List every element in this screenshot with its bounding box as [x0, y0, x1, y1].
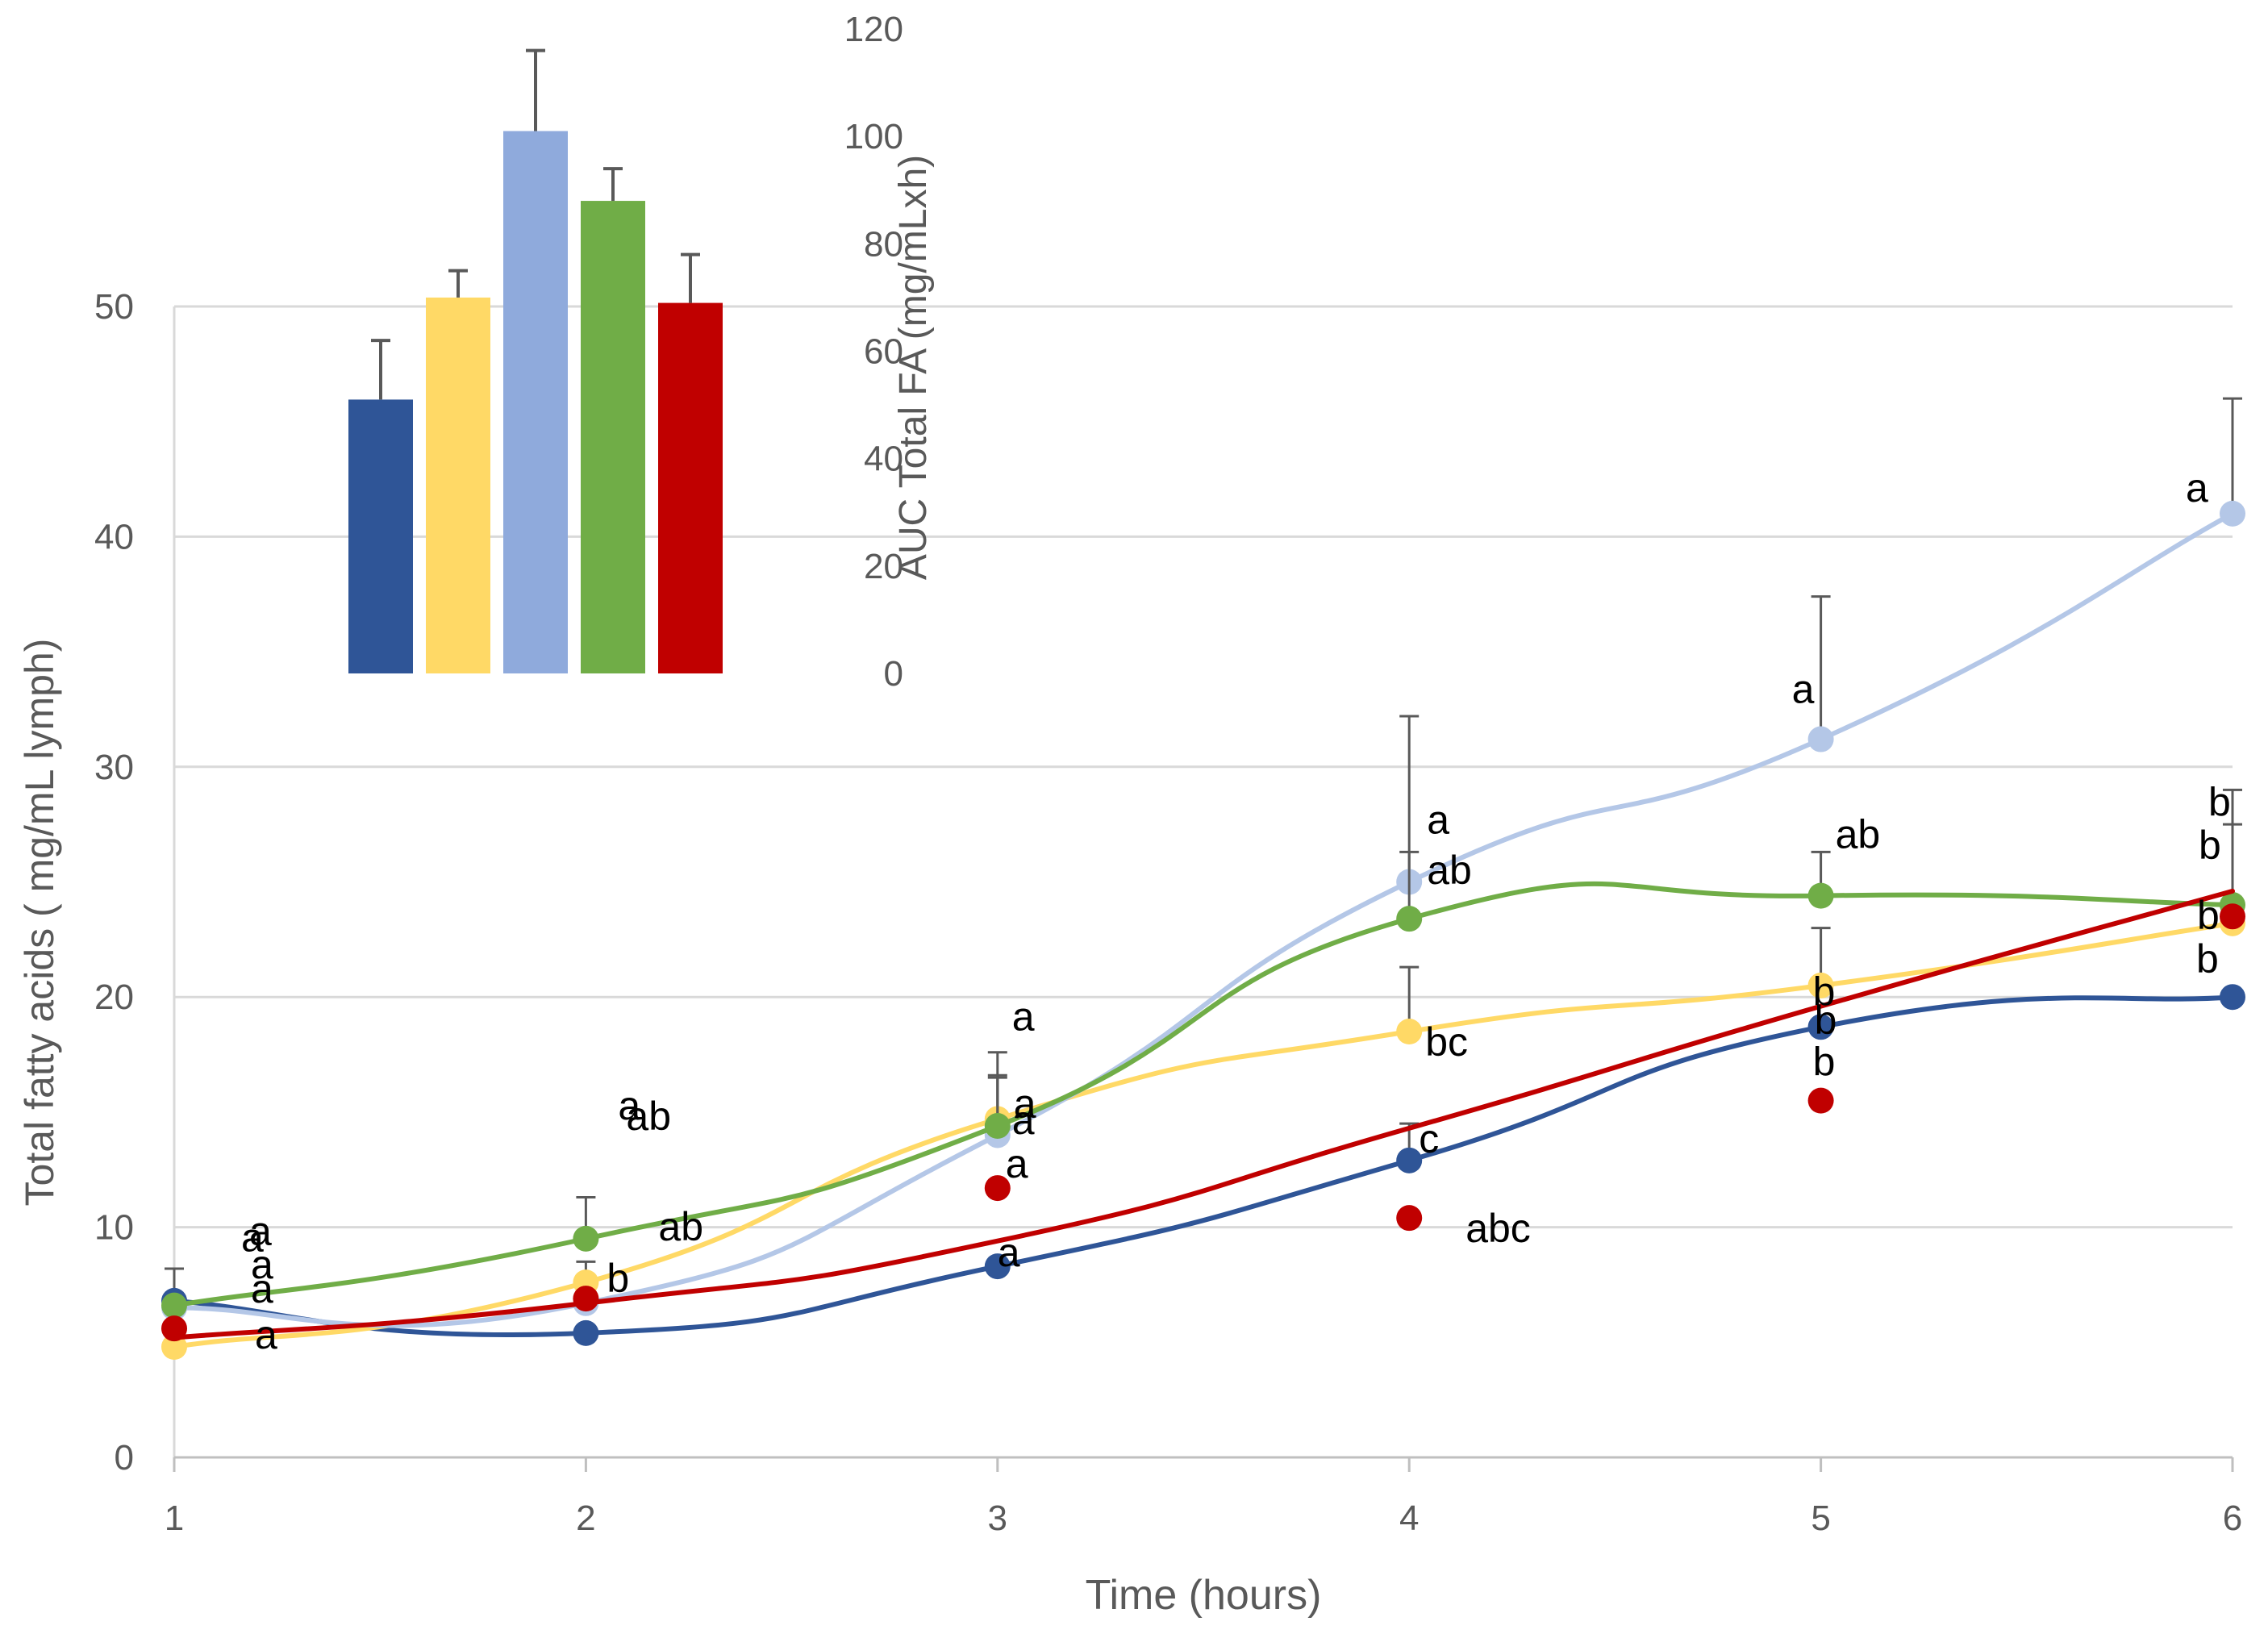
series-line — [172, 920, 2235, 1350]
inset-bar — [503, 131, 568, 674]
inset-bar — [348, 399, 413, 673]
data-point — [1807, 726, 1834, 752]
data-point — [1807, 882, 1834, 909]
y-tick-label: 40 — [94, 517, 134, 556]
significance-label: a — [1792, 667, 1815, 712]
data-point — [2220, 903, 2245, 930]
data-point — [161, 1334, 187, 1361]
significance-label: b — [2196, 936, 2219, 982]
data-point — [161, 1315, 187, 1342]
line-chart-axes: 0 10 20 30 40 50 1 2 3 4 5 6 Time (hours) Total fatty… — [17, 287, 2242, 1619]
inset-y-tick-label: 60 — [864, 332, 903, 372]
significance-label: b — [1815, 998, 1837, 1043]
y-tick-label: 30 — [94, 748, 134, 787]
significance-label: a — [255, 1312, 277, 1357]
data-point — [1807, 972, 1834, 998]
y-tick-label: 50 — [94, 287, 134, 327]
y-axis-title: Total fatty acids ( mg/mL lymph) — [17, 639, 62, 1207]
x-tick-label: 4 — [1399, 1499, 1419, 1538]
significance-label: b — [2197, 893, 2220, 938]
significance-label: a — [998, 1230, 1020, 1275]
auc-inset-bar-chart: 0 20 40 60 80 100 120 AUC Total FA (mg/mLxh) — [348, 10, 935, 694]
significance-label: a — [1012, 1098, 1035, 1143]
y-tick-label: 20 — [94, 977, 134, 1017]
inset-y-tick-label: 100 — [844, 117, 903, 156]
inset-bar — [581, 201, 645, 674]
data-point — [2220, 500, 2245, 527]
data-point — [573, 1286, 599, 1312]
y-tick-label: 10 — [94, 1208, 134, 1248]
inset-y-tick-label: 0 — [884, 654, 903, 694]
series-line — [172, 888, 2235, 1340]
x-tick-label: 6 — [2223, 1499, 2242, 1538]
significance-label: a — [241, 1215, 264, 1260]
inset-y-tick-label: 120 — [844, 10, 903, 49]
data-point — [1396, 1205, 1423, 1232]
line-chart-series — [161, 397, 2245, 1361]
inset-y-axis-title: AUC Total FA (mg/mLxh) — [892, 155, 935, 580]
significance-label: b — [607, 1256, 629, 1301]
significance-label: a — [1427, 798, 1449, 843]
data-point — [1396, 1019, 1423, 1045]
data-point — [984, 1175, 1011, 1202]
x-tick-label: 1 — [165, 1499, 184, 1538]
significance-label: a — [1012, 994, 1035, 1039]
series-line — [172, 511, 2235, 1328]
data-point — [1807, 1014, 1834, 1040]
significance-label: ab — [626, 1094, 671, 1139]
data-point — [2220, 984, 2245, 1011]
significance-label: ab — [1427, 848, 1472, 893]
inset-y-tick-label: 40 — [864, 440, 903, 479]
data-point — [1396, 1147, 1423, 1173]
significance-label: b — [2199, 823, 2221, 868]
significance-label: abc — [1465, 1206, 1531, 1251]
significance-label: a — [618, 1083, 640, 1128]
x-tick-label: 2 — [576, 1499, 595, 1538]
data-point — [1807, 1087, 1834, 1114]
significance-label: a — [1006, 1141, 1028, 1186]
significance-label: b — [2208, 779, 2231, 824]
inset-y-tick-label: 20 — [864, 547, 903, 586]
inset-bar — [658, 302, 723, 673]
significance-label: a — [2186, 465, 2208, 511]
significance-label: ab — [1836, 812, 1881, 857]
significance-label: a — [251, 1266, 273, 1311]
significance-label: b — [1813, 1039, 1836, 1084]
significance-label: a — [1014, 1081, 1036, 1126]
significance-label: bc — [1425, 1019, 1468, 1065]
x-tick-label: 5 — [1811, 1499, 1830, 1538]
data-point — [984, 1113, 1011, 1140]
significance-label: a — [251, 1242, 273, 1287]
significance-label: c — [1419, 1116, 1439, 1161]
data-point — [573, 1225, 599, 1252]
series-line — [172, 881, 2235, 1308]
inset-y-tick-label: 80 — [864, 224, 903, 264]
data-point — [984, 1253, 1011, 1280]
significance-label: ab — [658, 1204, 703, 1249]
inset-bar — [426, 297, 490, 673]
series-line — [172, 994, 2235, 1338]
significance-label: b — [1813, 969, 1836, 1015]
y-tick-label: 0 — [115, 1438, 134, 1478]
significance-label: a — [249, 1209, 272, 1254]
data-point — [573, 1319, 599, 1346]
x-tick-label: 3 — [988, 1499, 1007, 1538]
data-point — [1396, 906, 1423, 932]
x-axis-title: Time (hours) — [1086, 1572, 1322, 1619]
data-point — [161, 1292, 187, 1319]
